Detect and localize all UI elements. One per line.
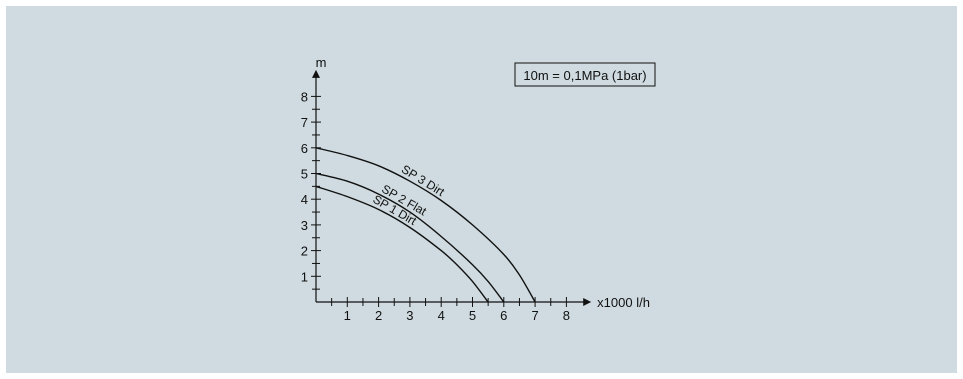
y-axis-title: m (316, 55, 327, 70)
x-tick-label: 6 (500, 308, 507, 323)
y-tick-label: 5 (301, 167, 308, 182)
conversion-note: 10m = 0,1MPa (1bar) (514, 62, 656, 87)
curve-sp-3-dirt (315, 147, 536, 303)
x-tick-label: 8 (563, 308, 570, 323)
y-tick-label: 7 (301, 115, 308, 130)
x-axis-title: x1000 l/h (597, 295, 650, 310)
x-tick-label: 1 (344, 308, 351, 323)
x-tick-label: 3 (406, 308, 413, 323)
conversion-note-box (514, 62, 656, 87)
axes (311, 69, 592, 307)
x-tick-label: 7 (531, 308, 538, 323)
x-axis-arrow (583, 298, 592, 306)
x-tick-label: 4 (438, 308, 445, 323)
y-tick-label: 3 (301, 218, 308, 233)
curve-sp-1-dirt (315, 185, 489, 303)
conversion-note-text: 10m = 0,1MPa (1bar) (523, 68, 646, 83)
y-tick-label: 1 (301, 269, 308, 284)
y-axis-arrow (312, 69, 320, 78)
y-tick-label: 2 (301, 244, 308, 259)
y-tick-label: 8 (301, 89, 308, 104)
curves (315, 147, 536, 303)
x-tick-label: 5 (469, 308, 476, 323)
y-tick-label: 4 (301, 192, 308, 207)
y-tick-label: 6 (301, 141, 308, 156)
chart-panel (6, 6, 957, 373)
curve-sp-2-flat (315, 172, 505, 303)
x-tick-label: 2 (375, 308, 382, 323)
